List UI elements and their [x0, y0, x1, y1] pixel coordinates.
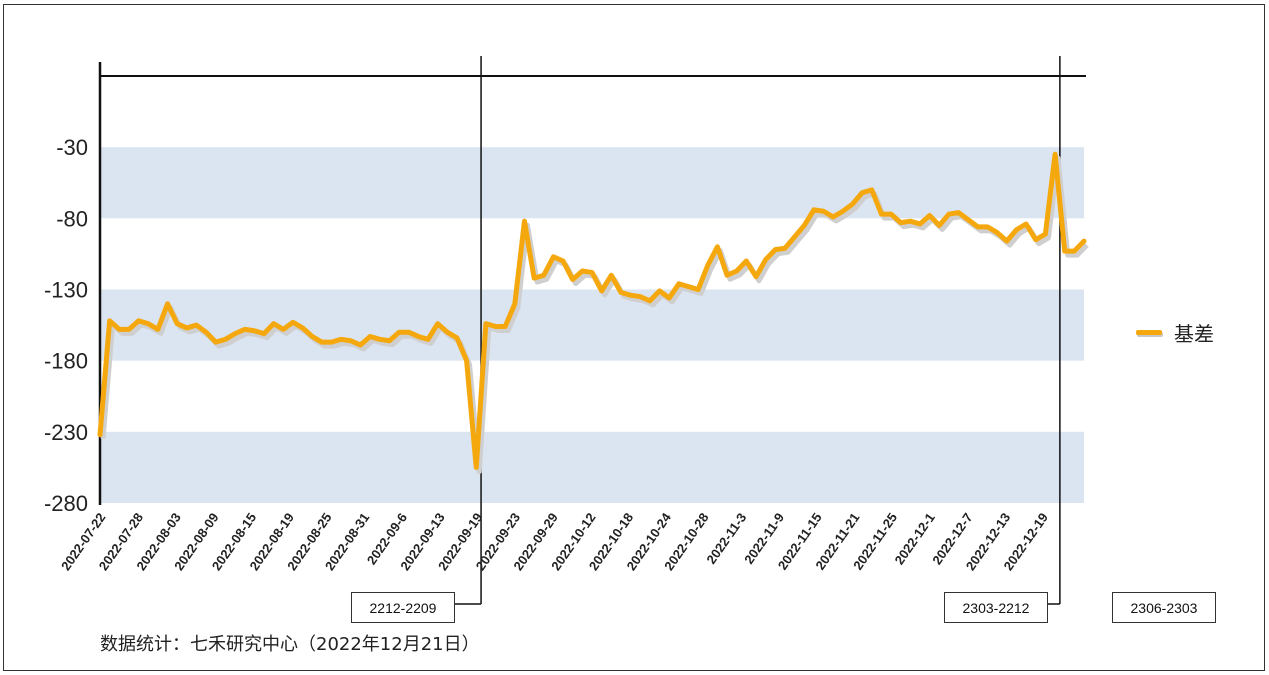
- y-tick-label: -130: [44, 278, 88, 303]
- grid-band: [100, 431, 1084, 503]
- contract-label-2303-2212: 2303-2212: [944, 592, 1048, 623]
- source-note: 数据统计：七禾研究中心（2022年12月21日）: [100, 634, 480, 655]
- y-tick-label: -80: [56, 206, 88, 231]
- grid-band: [100, 289, 1084, 361]
- y-tick-label: -30: [56, 135, 88, 160]
- y-tick-label: -230: [44, 420, 88, 445]
- legend-label: 基差: [1174, 322, 1214, 346]
- series-line-basis: [97, 151, 1087, 470]
- contract-label-2212-2209: 2212-2209: [351, 592, 455, 623]
- y-tick-label: -280: [44, 491, 88, 516]
- legend: 基差: [1136, 318, 1214, 347]
- grid-band: [100, 147, 1084, 219]
- contract-label-2306-2303: 2306-2303: [1112, 592, 1216, 623]
- legend-swatch: [1136, 330, 1162, 335]
- y-tick-label: -180: [44, 349, 88, 374]
